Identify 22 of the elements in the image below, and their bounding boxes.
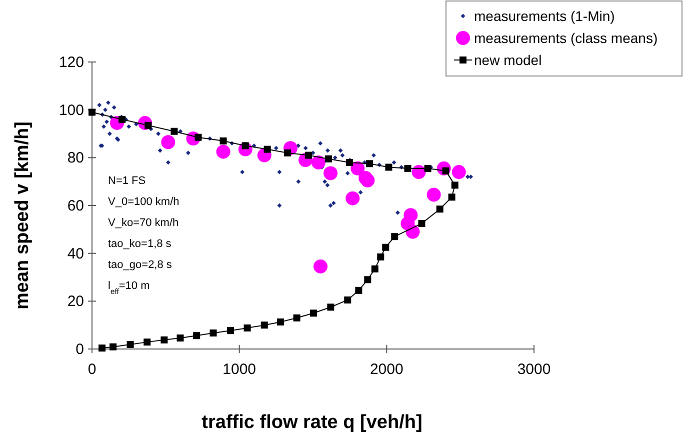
x-tick-label: 0	[88, 361, 96, 378]
x-axis-title: traffic flow rate q [veh/h]	[202, 412, 422, 433]
y-axis-title: mean speed v [km/h]	[12, 122, 33, 310]
y-tick-label: 100	[58, 102, 84, 119]
y-tick-label: 80	[67, 150, 84, 167]
x-tick-label: 3000	[517, 361, 551, 378]
annotation: tao_ko=1,8 s	[108, 238, 172, 250]
y-tick-label: 120	[58, 54, 84, 71]
y-tick-label: 40	[67, 245, 84, 262]
annotation: l$_{eff}$=10 m	[108, 280, 150, 296]
y-tick-label: 60	[67, 198, 84, 214]
legend-label: measurements (class means)	[474, 30, 658, 46]
annotation: V_0=100 km/h	[108, 196, 180, 208]
y-tick-label: 0	[76, 341, 84, 358]
annotation: tao_go=2,8 s	[108, 259, 172, 271]
y-tick-label: 20	[67, 293, 84, 310]
annotation: N=1 FS	[108, 175, 146, 187]
legend-label: measurements (1-Min)	[474, 8, 615, 24]
x-tick-label: 2000	[370, 361, 404, 378]
legend-label: new model	[474, 52, 542, 68]
x-tick-label: 1000	[222, 361, 256, 378]
annotation: V_ko=70 km/h	[108, 217, 179, 229]
